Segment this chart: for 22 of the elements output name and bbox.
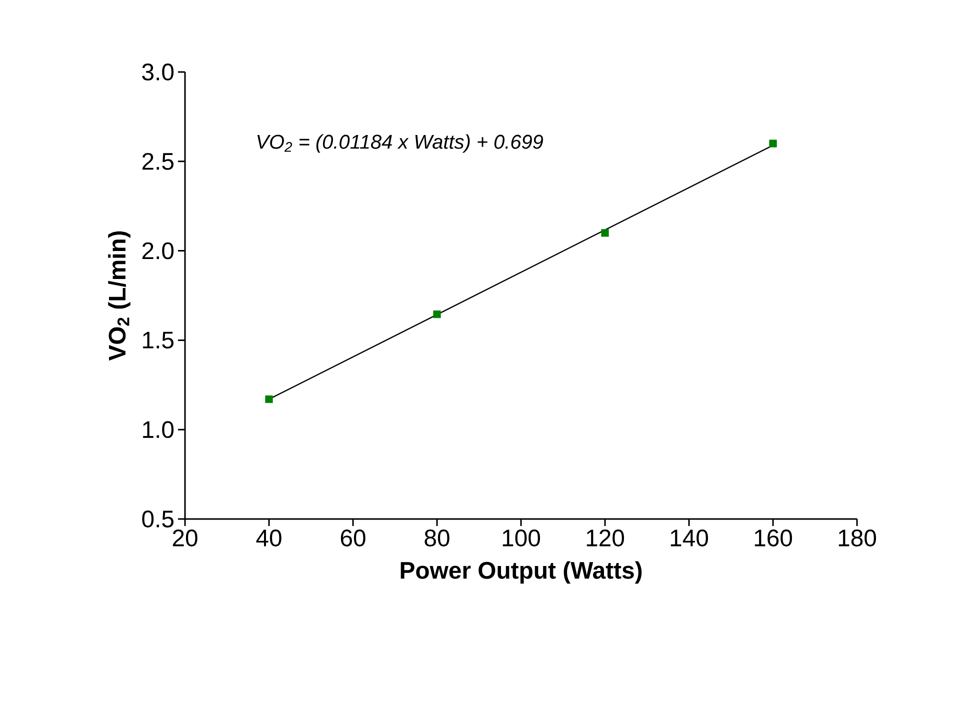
annotation: VO$_{2}$ = (0.01184 x Watts) + 0.699 <box>257 134 544 153</box>
x-tick-label: 80 <box>424 530 450 546</box>
y-tick-label: 3.0 <box>142 64 174 80</box>
x-tick-label: 40 <box>256 530 282 546</box>
y-axis-title: VO$_{2}$ (L/min) <box>108 231 130 361</box>
x-tick-label: 100 <box>502 530 540 546</box>
y-tick-label: 0.5 <box>142 510 174 528</box>
point <box>433 310 441 318</box>
x-axis-title: Power Output (Watts) <box>400 561 642 584</box>
x-tick-label: 120 <box>586 530 624 546</box>
point <box>265 395 273 403</box>
x-tick-label: 20 <box>172 530 198 546</box>
x-tick-label: 140 <box>670 530 708 546</box>
y-tick-label: 1.5 <box>143 332 174 349</box>
y-tick-label: 1.0 <box>143 421 174 438</box>
point <box>769 140 777 148</box>
x-tick-label: 160 <box>754 530 792 546</box>
x-tick-label: 60 <box>340 530 366 546</box>
y-tick-label: 2.0 <box>142 242 174 260</box>
x-tick-label: 180 <box>838 530 876 546</box>
y-tick-label: 2.5 <box>142 152 174 170</box>
point <box>601 229 609 237</box>
